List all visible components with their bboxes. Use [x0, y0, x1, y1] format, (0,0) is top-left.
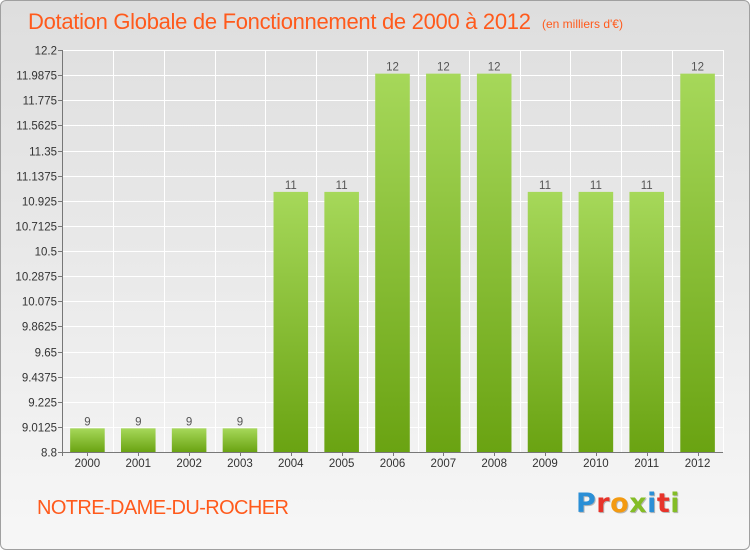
x-tick-label: 2008	[481, 458, 507, 470]
bar	[171, 428, 207, 452]
x-tick-label: 2007	[431, 458, 457, 470]
y-tick-label: 11.35	[29, 147, 57, 159]
y-tick-label: 9.225	[28, 398, 57, 410]
x-tick-label: 2005	[329, 458, 355, 470]
bar-value-label: 11	[336, 180, 348, 192]
commune-name: NOTRE-DAME-DU-ROCHER	[37, 497, 289, 519]
bar-value-label: 12	[691, 62, 704, 74]
bar-value-label: 11	[539, 180, 551, 192]
x-tick-label: 2000	[75, 458, 101, 470]
y-tick-label: 9.8625	[22, 322, 57, 334]
bar	[324, 191, 359, 452]
bar-value-label: 9	[84, 416, 90, 428]
y-tick-label: 8.8	[41, 448, 57, 460]
y-tick-label: 11.5625	[16, 121, 57, 133]
proxiti-logo[interactable]: Proxiti	[576, 488, 680, 519]
y-tick-label: 10.925	[22, 197, 57, 209]
bar	[680, 73, 715, 452]
bar	[222, 428, 258, 452]
y-tick-label: 10.075	[22, 297, 57, 309]
bar-value-label: 11	[285, 180, 297, 192]
x-tick-label: 2011	[634, 458, 659, 470]
bar	[476, 73, 512, 452]
y-tick-label: 11.1375	[16, 172, 57, 184]
logo-letter: i	[647, 488, 657, 519]
chart-title: Dotation Globale de Fonctionnement de 20…	[28, 9, 531, 34]
x-tick-label: 2006	[380, 458, 406, 470]
bar	[629, 191, 665, 452]
y-tick-label: 10.2875	[15, 272, 57, 284]
bar-value-label: 11	[590, 180, 602, 192]
x-tick-label: 2001	[125, 458, 151, 470]
x-tick-label: 2010	[583, 458, 609, 470]
y-tick-label: 9.0125	[22, 423, 57, 435]
bar-value-label: 11	[641, 180, 653, 192]
y-tick-label: 10.5	[35, 247, 57, 259]
bar-value-label: 9	[135, 416, 141, 428]
bar	[375, 73, 410, 452]
bar	[426, 73, 461, 452]
logo-letter: P	[576, 488, 597, 519]
bar-value-label: 12	[386, 62, 399, 74]
y-axis-ticks: 8.8 9.0125 9.225 9.4375 9.65 9.8625 10.075 10.2…	[15, 46, 57, 460]
bar-value-label: 9	[186, 416, 192, 428]
bar-value-label: 9	[237, 416, 243, 428]
x-tick-label: 2009	[532, 458, 558, 470]
x-axis-ticks: 2000 2001 2002 2003 2004 2005 2006 2007 2008 2009…	[75, 458, 711, 470]
bar-value-label: 12	[488, 62, 501, 74]
bar	[120, 428, 156, 452]
logo-letter: x	[629, 488, 648, 519]
logo-letter: t	[656, 488, 671, 519]
bars	[70, 73, 715, 452]
logo-letter: r	[596, 488, 611, 519]
y-tick-label: 9.4375	[22, 373, 57, 385]
chart-unit: (en milliers d'€)	[542, 17, 623, 31]
x-tick-label: 2003	[227, 458, 253, 470]
y-tick-label: 11.9875	[16, 71, 57, 83]
data-labels: 9 9 9 9 11 11 12 12 12 11 11 11 12	[84, 62, 704, 429]
bar	[527, 191, 563, 452]
x-tick-label: 2004	[278, 458, 304, 470]
bar-value-label: 12	[437, 62, 450, 74]
logo-letter: i	[670, 488, 681, 519]
y-tick-label: 11.775	[23, 96, 57, 108]
axes	[58, 50, 723, 456]
y-tick-label: 10.7125	[15, 222, 57, 234]
bar	[70, 428, 105, 452]
bar	[578, 191, 614, 452]
y-tick-label: 12.2	[35, 46, 57, 58]
bar	[273, 191, 309, 452]
logo-letter: o	[610, 488, 630, 519]
x-tick-label: 2012	[685, 458, 711, 470]
x-tick-label: 2002	[176, 458, 202, 470]
y-tick-label: 9.65	[35, 348, 57, 360]
